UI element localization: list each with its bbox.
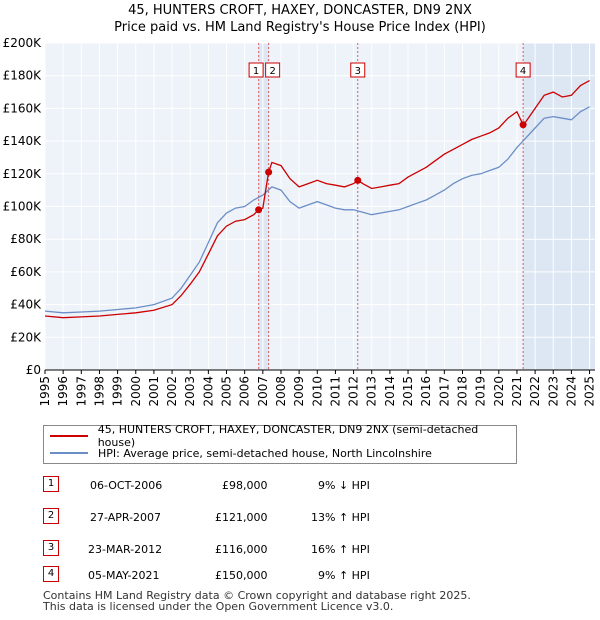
y-tick-label: £120K: [3, 167, 43, 181]
sale-point: [265, 168, 273, 176]
x-tick-label: 2020: [492, 376, 506, 407]
x-tick-label: 2007: [256, 376, 270, 407]
sale-row: 4 05-MAY-2021 £150,000 9% ↑ HPI: [0, 566, 600, 586]
property-price-line: [44, 80, 590, 319]
x-tick-label: 2024: [564, 376, 578, 407]
footer-licence: This data is licensed under the Open Gov…: [43, 600, 394, 613]
x-tick-label: 2014: [383, 376, 397, 407]
sale-label-text: 4: [520, 66, 526, 77]
legend-swatch-hpi: [50, 452, 88, 454]
x-tick-label: 1997: [74, 376, 88, 407]
x-tick-label: 1996: [56, 376, 70, 407]
sale-hpi-diff: 13% ↑ HPI: [311, 511, 370, 524]
x-tick-label: 2013: [365, 376, 379, 407]
legend-item-property: 45, HUNTERS CROFT, HAXEY, DONCASTER, DN9…: [50, 423, 516, 449]
x-tick-label: 2004: [201, 376, 215, 407]
x-tick-label: 2023: [546, 376, 560, 407]
x-tick-label: 2009: [292, 376, 306, 407]
sale-label-text: 1: [253, 66, 259, 77]
x-tick-label: 2011: [328, 376, 342, 407]
x-tick-label: 2025: [583, 376, 597, 407]
legend-label-hpi: HPI: Average price, semi-detached house,…: [98, 446, 432, 460]
x-tick-label: 2022: [528, 376, 542, 407]
sale-hpi-diff: 9% ↓ HPI: [318, 479, 370, 492]
x-tick-label: 2002: [165, 376, 179, 407]
legend-swatch-property: [50, 435, 88, 437]
x-tick-label: 2005: [220, 376, 234, 407]
x-tick-label: 2015: [401, 376, 415, 407]
sale-hpi-diff: 9% ↑ HPI: [318, 569, 370, 582]
x-tick-label: 2012: [347, 376, 361, 407]
y-tick-label: £80K: [10, 232, 42, 246]
sale-point: [354, 176, 362, 184]
sale-label-box: [265, 62, 281, 78]
x-tick-label: 1998: [92, 376, 106, 407]
x-tick-label: 2017: [437, 376, 451, 407]
legend-label-property: 45, HUNTERS CROFT, HAXEY, DONCASTER, DN9…: [97, 423, 479, 449]
sale-label-text: 3: [355, 66, 361, 77]
sale-price: £98,000: [222, 479, 268, 492]
y-tick-label: £180K: [3, 69, 43, 83]
sale-label-box: [515, 62, 531, 78]
sale-row: 1 06-OCT-2006 £98,000 9% ↓ HPI: [0, 476, 600, 496]
sale-price: £121,000: [215, 511, 268, 524]
x-tick-label: 2010: [310, 376, 324, 407]
x-tick-label: 2021: [510, 376, 524, 407]
y-tick-label: £100K: [3, 200, 43, 214]
x-tick-label: 1995: [38, 376, 52, 407]
sale-number-badge: 3: [43, 540, 59, 556]
x-tick-label: 2000: [129, 376, 143, 407]
chart-title: 45, HUNTERS CROFT, HAXEY, DONCASTER, DN9…: [128, 3, 472, 18]
sale-row: 2 27-APR-2007 £121,000 13% ↑ HPI: [0, 508, 600, 528]
y-tick-label: £20K: [10, 330, 42, 344]
sale-date: 05-MAY-2021: [88, 569, 160, 582]
legend-item-hpi: HPI: Average price, semi-detached house,…: [50, 445, 432, 461]
sale-row: 3 23-MAR-2012 £116,000 16% ↑ HPI: [0, 540, 600, 560]
sale-number-badge: 1: [43, 476, 59, 492]
x-tick-label: 2003: [183, 376, 197, 407]
sale-date: 06-OCT-2006: [90, 479, 163, 492]
sale-hpi-diff: 16% ↑ HPI: [311, 543, 370, 556]
x-tick-label: 1999: [111, 376, 125, 407]
x-tick-label: 2018: [455, 376, 469, 407]
y-tick-label: £0: [26, 363, 41, 377]
y-tick-label: £160K: [3, 101, 43, 115]
sale-label-box: [350, 62, 366, 78]
y-tick-label: £140K: [3, 134, 43, 148]
sale-number-badge: 2: [43, 508, 59, 524]
sale-point: [255, 206, 263, 214]
hpi-line: [44, 106, 590, 314]
sale-label-text: 2: [269, 66, 275, 77]
sale-date: 23-MAR-2012: [88, 543, 163, 556]
x-tick-label: 2008: [274, 376, 288, 407]
x-tick-label: 2016: [419, 376, 433, 407]
x-tick-label: 2001: [147, 376, 161, 407]
legend: 45, HUNTERS CROFT, HAXEY, DONCASTER, DN9…: [43, 423, 517, 464]
sale-price: £116,000: [215, 543, 268, 556]
sale-date: 27-APR-2007: [90, 511, 162, 524]
sale-label-box: [248, 62, 264, 78]
x-tick-label: 2019: [474, 376, 488, 407]
sale-number-badge: 4: [43, 566, 59, 582]
y-tick-label: £40K: [10, 298, 42, 312]
footer-copyright: Contains HM Land Registry data © Crown c…: [43, 589, 471, 602]
x-tick-label: 2006: [238, 376, 252, 407]
footer: Contains HM Land Registry data © Crown c…: [43, 590, 471, 612]
sale-point: [519, 121, 527, 129]
sale-price: £150,000: [215, 569, 268, 582]
y-tick-label: £60K: [10, 265, 42, 279]
y-tick-label: £200K: [3, 36, 43, 50]
chart-subtitle: Price paid vs. HM Land Registry's House …: [114, 20, 486, 35]
